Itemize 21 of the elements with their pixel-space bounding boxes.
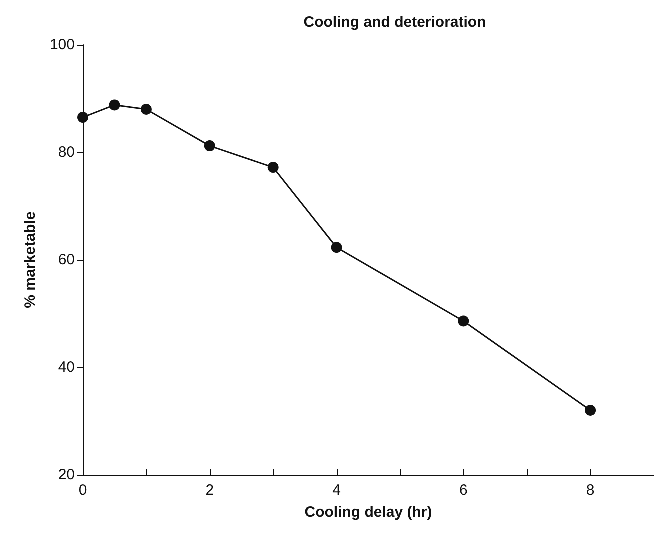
- x-tick-label: 8: [586, 482, 595, 499]
- x-tick-label: 0: [78, 482, 88, 499]
- y-tick-label: 40: [58, 359, 75, 376]
- y-axis-title: % marketable: [22, 212, 39, 308]
- point: [204, 140, 216, 152]
- y-tick-label: 60: [58, 252, 75, 268]
- x-axis-title: Cooling delay (hr): [304, 504, 432, 521]
- point: [140, 104, 152, 115]
- chart-title: Cooling and deterioration: [304, 14, 486, 31]
- x-tick-label: 4: [332, 482, 341, 499]
- y-tick-label: 100: [50, 36, 75, 54]
- point: [331, 242, 342, 254]
- x-tick-label: 6: [459, 482, 468, 499]
- point: [458, 316, 470, 327]
- y-tick-label: 80: [58, 144, 75, 161]
- point: [268, 162, 279, 174]
- x-tick-label: 2: [206, 482, 214, 499]
- point: [78, 112, 88, 124]
- point: [109, 100, 120, 111]
- point: [585, 405, 596, 416]
- y-tick-label: 20: [58, 466, 75, 484]
